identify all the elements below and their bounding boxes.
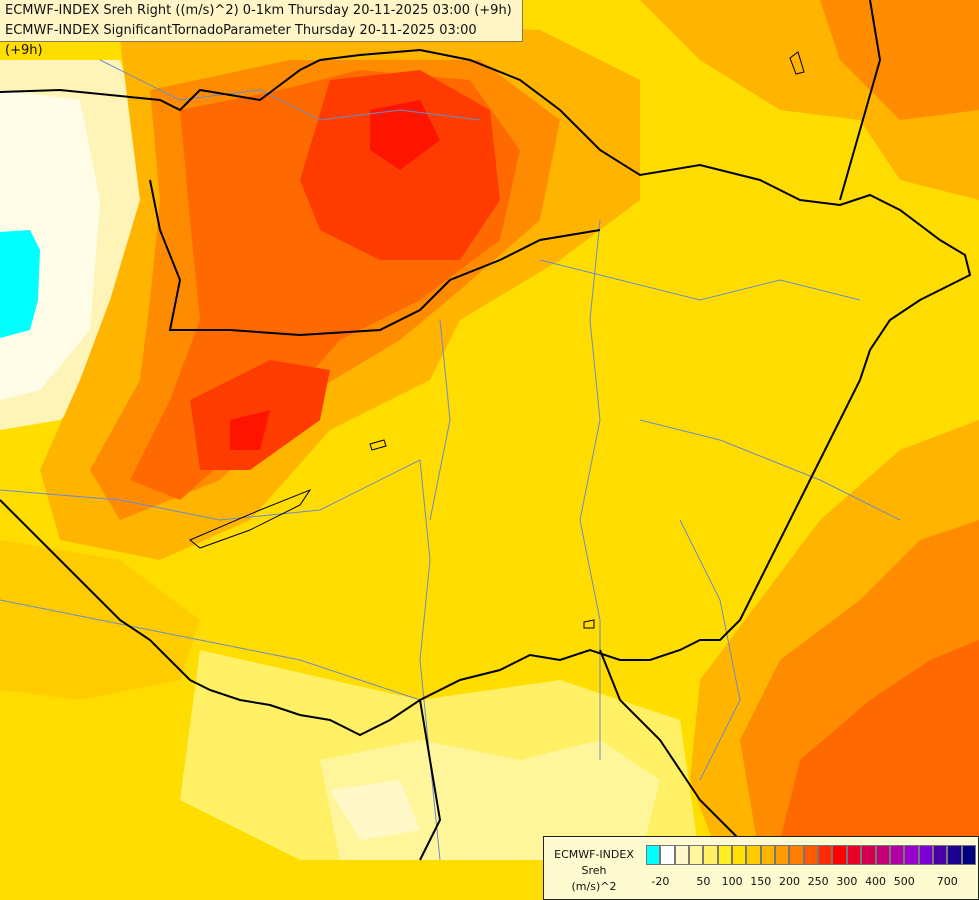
legend-swatch: [861, 845, 876, 865]
legend-unit: (m/s)^2: [571, 880, 617, 893]
sreh-red-core: [370, 100, 440, 170]
legend-swatch: [660, 845, 675, 865]
sreh-red-orange-southeast: [780, 640, 979, 840]
legend-swatch: [775, 845, 790, 865]
legend-swatch: [803, 845, 819, 865]
legend-tick-label: 50: [696, 875, 711, 888]
lake-balaton: [189, 488, 312, 549]
legend-swatch: [961, 845, 976, 865]
negative-sreh-patch: [0, 230, 40, 338]
legend-variable: Sreh: [581, 864, 607, 877]
legend-swatch: [889, 845, 905, 865]
legend-label: ECMWF-INDEX Sreh (m/s)^2: [548, 847, 640, 895]
sreh-red-west-core: [230, 410, 270, 450]
legend-swatch: [703, 845, 718, 865]
legend-tick-label: 200: [778, 875, 800, 888]
map-title-box: ECMWF-INDEX Sreh Right ((m/s)^2) 0-1km T…: [0, 0, 523, 58]
legend-tick-label: 300: [836, 875, 858, 888]
country-borders: [0, 0, 972, 861]
legend-swatch: [760, 845, 776, 865]
legend-swatch: [947, 845, 962, 865]
legend-swatch: [746, 845, 761, 865]
legend-tick-label: 400: [865, 875, 887, 888]
legend-swatch: [875, 845, 890, 865]
legend-swatch: [717, 845, 733, 865]
rivers: [0, 59, 901, 861]
legend-swatch: [646, 845, 661, 865]
legend-tick-label: 500: [893, 875, 915, 888]
legend-tick-label: -20: [651, 875, 670, 888]
legend-swatch: [846, 845, 862, 865]
title-line-1: ECMWF-INDEX Sreh Right ((m/s)^2) 0-1km T…: [5, 3, 512, 18]
legend-model: ECMWF-INDEX: [554, 848, 634, 861]
legend-swatch: [674, 845, 690, 865]
color-legend: ECMWF-INDEX Sreh (m/s)^2 -20 50 100 150 200 2…: [543, 836, 979, 900]
legend-swatch: [832, 845, 847, 865]
legend-tick-label: 250: [807, 875, 829, 888]
legend-swatch: [789, 845, 804, 865]
legend-color-bar: [646, 845, 976, 865]
legend-tick-label: 100: [721, 875, 743, 888]
legend-swatch: [818, 845, 833, 865]
title-line-2: ECMWF-INDEX SignificantTornadoParameter …: [5, 23, 477, 58]
legend-swatch: [918, 845, 933, 865]
legend-swatch: [932, 845, 948, 865]
lake-small-3: [583, 619, 595, 629]
legend-swatch: [904, 845, 919, 865]
lake-small-2: [789, 51, 805, 75]
sreh-palest-south: [330, 780, 420, 840]
legend-ticks: -20 50 100 150 200 250 300 400 500 700: [646, 875, 976, 889]
lake-small-1: [369, 439, 387, 451]
sreh-dark-orange-northeast: [820, 0, 979, 120]
legend-swatch: [689, 845, 704, 865]
legend-swatch: [732, 845, 747, 865]
legend-tick-label: 700: [936, 875, 958, 888]
legend-tick-label: 150: [750, 875, 772, 888]
